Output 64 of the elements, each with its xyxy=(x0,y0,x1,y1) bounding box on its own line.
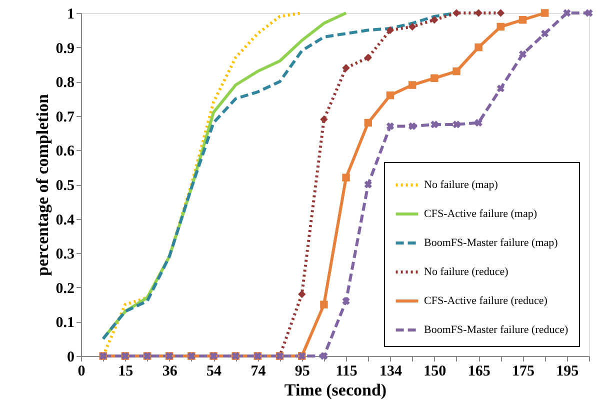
point xyxy=(563,9,571,17)
legend-label: No failure (reduce) xyxy=(424,266,509,278)
y-tick-label: 0.1 xyxy=(56,315,74,332)
legend-label: No failure (map) xyxy=(424,179,498,191)
legend-label: BoomFS-Master failure (map) xyxy=(424,237,558,249)
y-tick-label: 0.6 xyxy=(56,144,75,160)
x-tick-label: 95 xyxy=(294,364,310,380)
point xyxy=(364,180,372,188)
y-tick-label: 0.7 xyxy=(56,109,75,126)
x-tick-label: 15 xyxy=(118,364,134,380)
point xyxy=(496,9,505,17)
x-tick-label: 165 xyxy=(468,364,490,380)
x-tick-label: 134 xyxy=(379,364,402,380)
point xyxy=(452,120,460,128)
y-tick-label: 0.5 xyxy=(56,178,74,194)
x-tick-label: 195 xyxy=(556,364,579,380)
point xyxy=(540,9,549,17)
point xyxy=(342,174,350,182)
y-tick-label: 0.4 xyxy=(56,212,75,228)
point xyxy=(430,120,438,128)
point xyxy=(496,84,504,92)
point xyxy=(386,26,394,34)
point xyxy=(496,22,505,31)
legend-label: CFS-Active failure (map) xyxy=(424,208,538,220)
x-axis-title: Time (second) xyxy=(284,380,387,400)
point xyxy=(474,43,482,52)
point xyxy=(364,118,372,127)
point xyxy=(540,30,549,38)
x-tick-label: 115 xyxy=(336,364,358,380)
point xyxy=(320,352,328,360)
y-tick-label: 0.3 xyxy=(56,246,74,263)
y-tick-label: 0.2 xyxy=(56,280,74,297)
point xyxy=(408,122,416,130)
point xyxy=(452,67,460,76)
point xyxy=(430,74,438,82)
x-tick-label: 150 xyxy=(424,364,446,380)
y-tick-label: 0 xyxy=(67,350,74,366)
point xyxy=(518,16,527,24)
x-tick-label: 0 xyxy=(78,364,86,380)
y-tick-label: 0.9 xyxy=(56,40,74,57)
point xyxy=(585,9,593,17)
y-axis-title: percentage of completion xyxy=(32,93,52,276)
point xyxy=(474,118,482,127)
point xyxy=(386,122,394,130)
point xyxy=(342,297,350,305)
y-tick-label: 0.8 xyxy=(56,75,74,92)
point xyxy=(518,50,527,58)
point xyxy=(320,115,328,124)
x-tick-label: 74 xyxy=(250,364,266,380)
point xyxy=(430,16,438,24)
x-tick-label: 36 xyxy=(162,364,178,380)
x-tick-label: 54 xyxy=(206,364,222,380)
point xyxy=(320,300,328,308)
point xyxy=(474,9,482,17)
point xyxy=(342,64,350,72)
point xyxy=(364,54,372,62)
point xyxy=(408,81,416,89)
point xyxy=(386,91,394,100)
point xyxy=(408,22,416,31)
y-tick-label: 1 xyxy=(67,6,74,22)
point xyxy=(298,290,306,298)
x-tick-label: 175 xyxy=(512,364,534,380)
legend-label: CFS-Active failure (reduce) xyxy=(424,295,548,307)
legend-label: BoomFS-Master failure (reduce) xyxy=(424,324,569,336)
